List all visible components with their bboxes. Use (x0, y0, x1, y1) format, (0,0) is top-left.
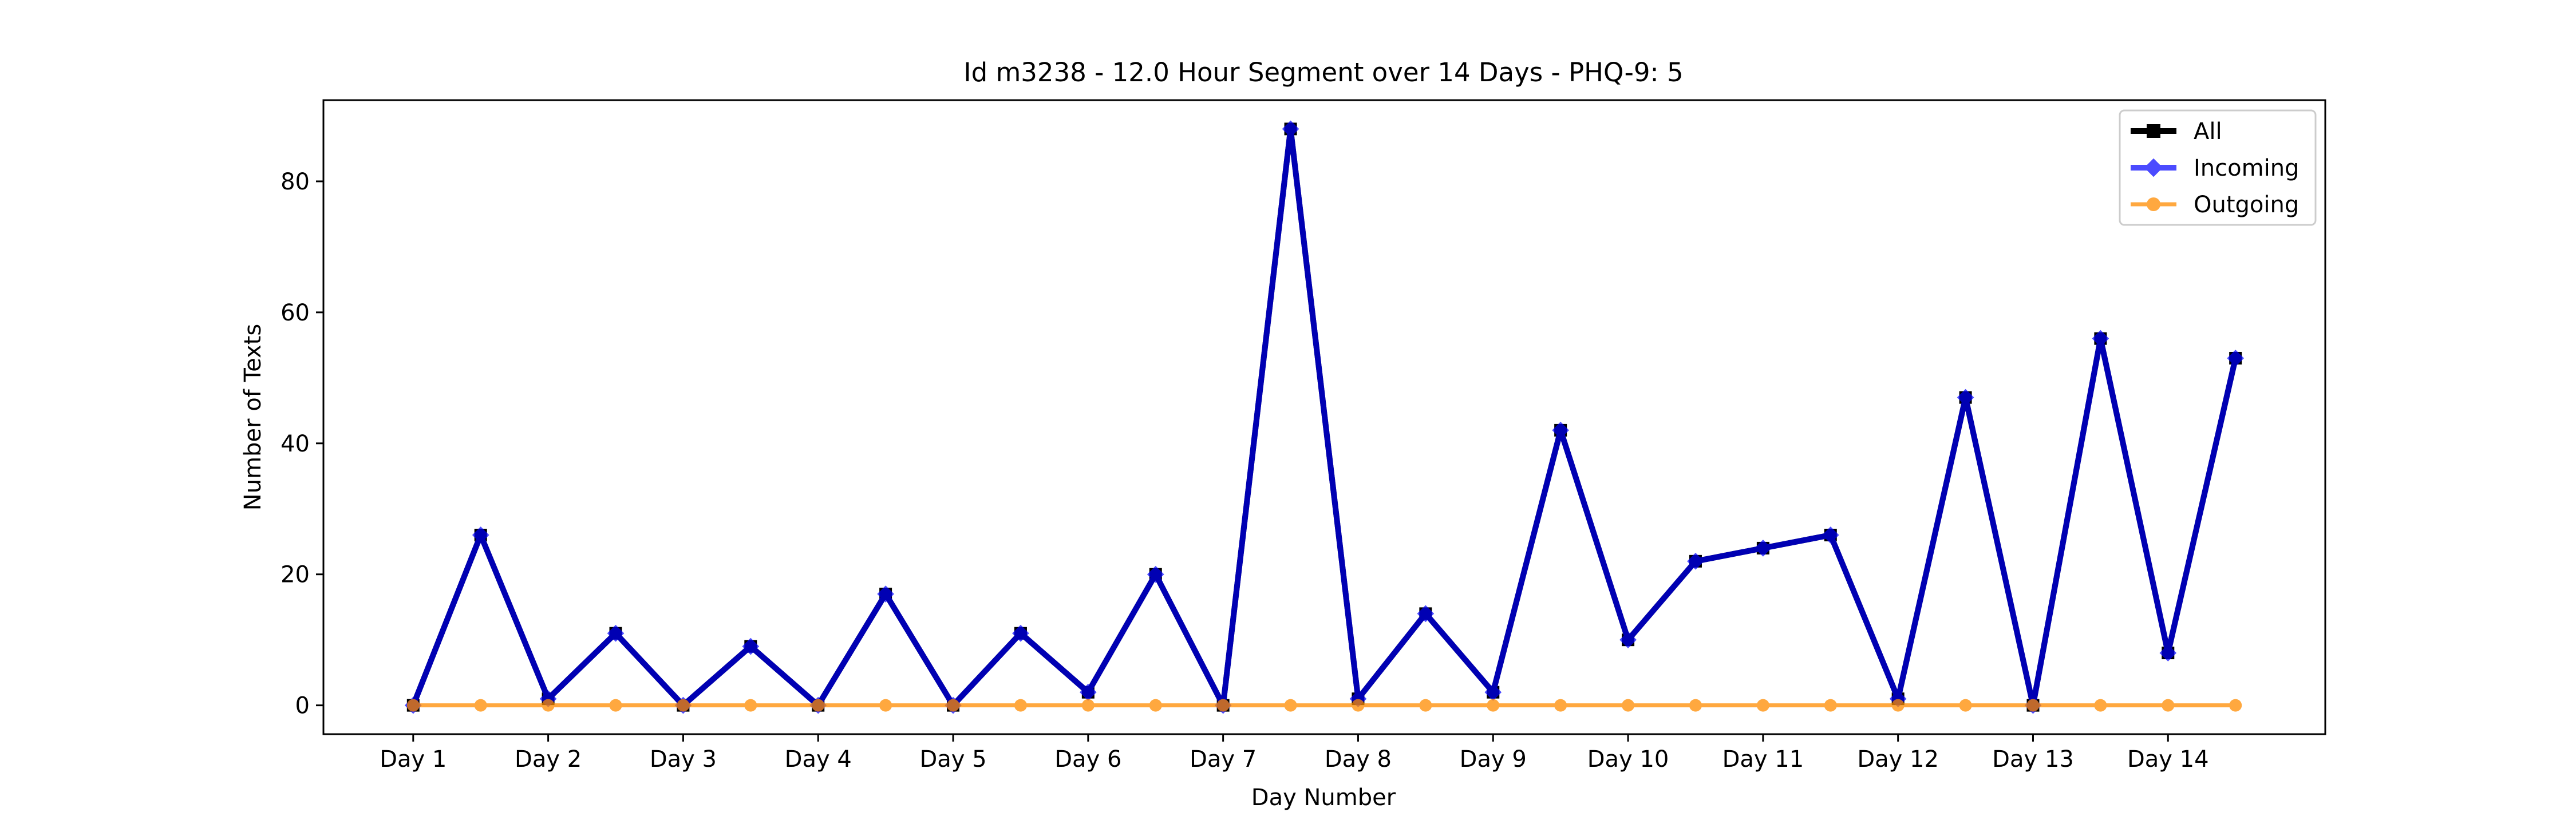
data-point-outgoing (406, 699, 420, 712)
data-point-outgoing (1284, 699, 1297, 712)
data-point-outgoing (1487, 699, 1500, 712)
data-point-outgoing (1959, 699, 1972, 712)
data-point-outgoing (2229, 699, 2242, 712)
data-point-incoming (1957, 389, 1974, 406)
legend-frame (2119, 109, 2317, 226)
legend-entry-all (2131, 124, 2176, 138)
data-point-incoming (1687, 552, 1704, 570)
data-point-outgoing (2026, 699, 2040, 712)
data-point-incoming (1282, 120, 1299, 138)
plot-area (404, 120, 2245, 714)
data-point-outgoing (677, 699, 690, 712)
data-point-incoming (2159, 644, 2177, 661)
data-point-incoming (1619, 631, 1637, 649)
data-point-outgoing (812, 699, 825, 712)
y-tick-label: 0 (295, 693, 310, 719)
y-tick-label: 80 (280, 169, 310, 195)
data-point-incoming (1417, 605, 1435, 623)
legend-swatch-marker (2147, 197, 2160, 211)
x-axis-label: Day Number (1251, 785, 1396, 811)
data-point-outgoing (744, 699, 757, 712)
data-point-outgoing (1554, 699, 1567, 712)
y-tick-label: 20 (280, 562, 310, 588)
legend-label: Outgoing (2194, 192, 2299, 218)
data-point-incoming (607, 624, 625, 642)
data-point-outgoing (1756, 699, 1769, 712)
x-tick-label: Day 14 (2127, 746, 2209, 772)
data-point-outgoing (1824, 699, 1837, 712)
data-point-outgoing (1689, 699, 1702, 712)
legend: All Incoming Outgoing (2119, 109, 2317, 226)
legend-entry-outgoing (2131, 197, 2176, 211)
data-point-incoming (877, 585, 894, 603)
x-tick-label: Day 7 (1190, 746, 1257, 772)
data-point-incoming (1012, 624, 1029, 642)
data-point-outgoing (1352, 699, 1365, 712)
y-tick-label: 40 (280, 431, 310, 457)
plot-frame (322, 99, 2326, 735)
x-tick-label: Day 6 (1054, 746, 1121, 772)
data-point-incoming (2227, 350, 2245, 367)
data-point-incoming (1822, 526, 1839, 544)
data-point-outgoing (2162, 699, 2175, 712)
chart-title: Id m3238 - 12.0 Hour Segment over 14 Day… (963, 57, 1683, 88)
data-point-incoming (1484, 683, 1502, 701)
data-point-incoming (1079, 683, 1097, 701)
data-point-outgoing (1081, 699, 1095, 712)
legend-label: Incoming (2194, 155, 2299, 181)
data-point-outgoing (1622, 699, 1635, 712)
x-tick-label: Day 3 (650, 746, 717, 772)
x-tick-label: Day 1 (380, 746, 447, 772)
data-point-outgoing (1419, 699, 1432, 712)
data-point-incoming (742, 637, 760, 655)
data-point-outgoing (474, 699, 487, 712)
x-tick-label: Day 9 (1460, 746, 1527, 772)
series-line-incoming (410, 126, 2239, 708)
y-axis-label: Number of Texts (240, 324, 266, 510)
legend-label: All (2194, 118, 2222, 145)
data-point-outgoing (947, 699, 960, 712)
data-point-incoming (1552, 422, 1570, 439)
data-point-incoming (472, 526, 489, 544)
legend-swatch-marker (2144, 158, 2163, 177)
data-point-incoming (1755, 540, 1772, 557)
x-tick-label: Day 2 (515, 746, 582, 772)
x-axis: Day 1 Day 2 Day 3 Day 4 Day 5 Day 6 Day 7 Day 8… (380, 734, 2209, 772)
x-tick-label: Day 11 (1722, 746, 1804, 772)
x-tick-label: Day 13 (1992, 746, 2074, 772)
data-point-outgoing (1891, 699, 1905, 712)
data-point-outgoing (2094, 699, 2107, 712)
data-point-outgoing (609, 699, 622, 712)
data-point-outgoing (1149, 699, 1162, 712)
data-point-incoming (2092, 330, 2109, 347)
y-tick-label: 60 (280, 300, 310, 326)
data-point-outgoing (1014, 699, 1027, 712)
data-point-outgoing (879, 699, 892, 712)
x-tick-label: Day 4 (785, 746, 852, 772)
legend-swatch-marker (2147, 124, 2160, 138)
x-tick-label: Day 12 (1857, 746, 1939, 772)
y-axis: 0 20 40 60 80 (280, 169, 323, 719)
data-point-incoming (1147, 565, 1164, 583)
x-tick-label: Day 8 (1325, 746, 1392, 772)
series-outgoing (406, 699, 2242, 712)
data-point-outgoing (1216, 699, 1230, 712)
data-point-outgoing (542, 699, 555, 712)
legend-entry-incoming (2131, 158, 2176, 177)
x-tick-label: Day 10 (1587, 746, 1669, 772)
x-tick-label: Day 5 (919, 746, 986, 772)
